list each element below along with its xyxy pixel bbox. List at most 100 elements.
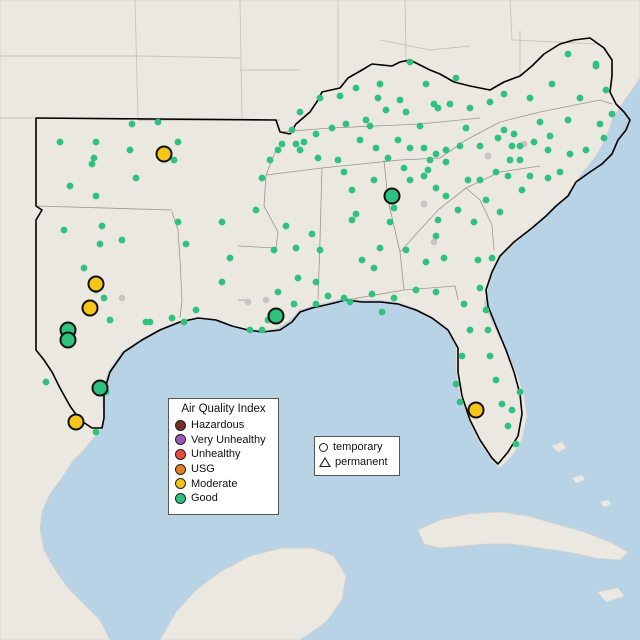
station-marker-good — [486, 352, 494, 360]
station-marker-good — [370, 264, 378, 272]
station-marker-good — [42, 378, 50, 386]
station-marker-good — [526, 94, 534, 102]
station-marker-good — [334, 156, 342, 164]
station-marker-good — [432, 150, 440, 158]
station-type-legend: temporary permanent — [314, 436, 400, 476]
station-marker-good — [452, 380, 460, 388]
station-marker-good — [504, 422, 512, 430]
station-marker-good — [526, 172, 534, 180]
station-marker-good — [312, 300, 320, 308]
station-marker-good — [218, 278, 226, 286]
station-marker-good — [106, 316, 114, 324]
station-marker-no-data — [420, 200, 428, 208]
station-marker-good — [370, 176, 378, 184]
station-marker-good — [466, 104, 474, 112]
station-marker-good — [454, 206, 462, 214]
station-marker-good — [442, 192, 450, 200]
station-marker-good — [170, 156, 178, 164]
station-marker-good — [430, 100, 438, 108]
state-borders — [0, 0, 601, 121]
station-marker-good — [252, 206, 260, 214]
station-marker-good — [258, 174, 266, 182]
aqi-legend-title: Air Quality Index — [181, 403, 266, 415]
station-marker-good — [564, 116, 572, 124]
station-marker-good — [328, 124, 336, 132]
station-marker-good — [278, 140, 286, 148]
legend-item-permanent: permanent — [319, 455, 395, 470]
station-marker-good — [378, 308, 386, 316]
station-marker-good — [386, 218, 394, 226]
station-marker-good — [582, 146, 590, 154]
station-marker-good — [168, 314, 176, 322]
station-marker-no-data — [430, 238, 438, 246]
land-yucatan — [159, 547, 347, 640]
station-marker-good — [592, 60, 600, 68]
station-marker-good — [362, 116, 370, 124]
station-marker-good — [440, 254, 448, 262]
station-marker-good — [458, 352, 466, 360]
station-marker-good — [546, 132, 554, 140]
station-marker-good — [80, 264, 88, 272]
usg-swatch-icon — [175, 463, 186, 475]
station-marker-good — [312, 278, 320, 286]
station-marker-good — [462, 124, 470, 132]
station-marker-good — [292, 244, 300, 252]
land-cuba — [417, 511, 629, 561]
station-marker-good — [340, 168, 348, 176]
station-marker-good — [476, 176, 484, 184]
station-marker-good — [384, 154, 392, 162]
station-marker-good-large — [59, 331, 77, 349]
station-marker-good — [174, 138, 182, 146]
station-marker-good — [316, 94, 324, 102]
station-marker-good — [96, 240, 104, 248]
station-marker-good — [576, 94, 584, 102]
station-marker-good — [446, 100, 454, 108]
station-marker-good — [442, 146, 450, 154]
station-marker-good — [346, 298, 354, 306]
station-marker-good — [300, 138, 308, 146]
highlighted-stations — [59, 145, 485, 431]
station-marker-good — [516, 142, 524, 150]
station-marker-good — [422, 258, 430, 266]
station-marker-good — [482, 196, 490, 204]
station-marker-good — [394, 136, 402, 144]
legend-label: permanent — [335, 455, 388, 468]
station-marker-good — [368, 290, 376, 298]
station-marker-good — [366, 122, 374, 130]
station-marker-good — [376, 244, 384, 252]
station-marker-good — [282, 222, 290, 230]
station-marker-good — [484, 326, 492, 334]
station-marker-good — [352, 210, 360, 218]
station-marker-moderate — [155, 145, 173, 163]
station-marker-good — [154, 118, 162, 126]
station-marker-good — [556, 168, 564, 176]
station-marker-good — [92, 138, 100, 146]
station-marker-good — [336, 92, 344, 100]
station-marker-good — [486, 98, 494, 106]
station-marker-good — [316, 246, 324, 254]
station-marker-good — [600, 134, 608, 142]
station-marker-good — [496, 208, 504, 216]
station-marker-good — [566, 150, 574, 158]
station-marker-good — [452, 74, 460, 82]
station-marker-good — [608, 110, 616, 118]
station-marker-good — [390, 294, 398, 302]
legend-label: Unhealthy — [191, 448, 241, 461]
region-state-lines — [35, 99, 613, 319]
station-marker-good — [312, 130, 320, 138]
station-marker-good — [494, 134, 502, 142]
legend-label: Hazardous — [191, 419, 245, 432]
station-marker-good — [406, 176, 414, 184]
station-marker-good — [434, 216, 442, 224]
station-marker-good — [118, 236, 126, 244]
station-marker-good — [460, 300, 468, 308]
station-marker-good — [180, 318, 188, 326]
station-marker-good — [442, 158, 450, 166]
unhealthy-swatch-icon — [175, 448, 186, 460]
station-marker-good — [174, 218, 182, 226]
station-marker-good — [372, 144, 380, 152]
legend-item-moderate: Moderate — [175, 476, 272, 491]
station-marker-good — [596, 120, 604, 128]
aqi-legend: Air Quality Index Hazardous Very Unhealt… — [168, 398, 279, 515]
legend-label: Moderate — [191, 477, 238, 490]
